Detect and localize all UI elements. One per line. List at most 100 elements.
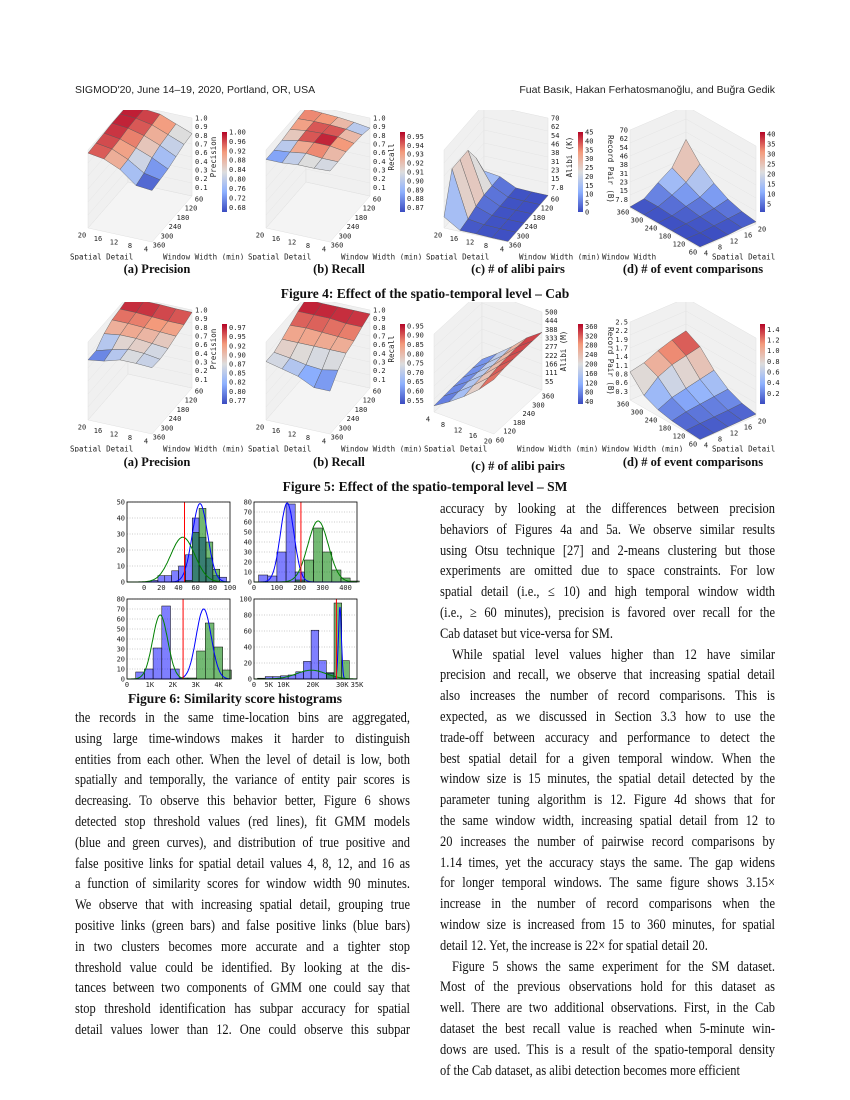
colorbar-tick-label: 1.0	[767, 347, 780, 355]
colorbar-tick-label: 30	[767, 151, 775, 159]
y-tick-label: 20	[117, 547, 125, 555]
window-width-tick-label: 60	[551, 196, 559, 204]
window-width-tick-label: 120	[185, 205, 198, 213]
fig4a-subcaption: (a) Precision	[123, 262, 191, 276]
colorbar-tick-label: 360	[585, 323, 598, 331]
z-tick-label: 0.7	[195, 333, 208, 341]
spatial-detail-tick-label: 4	[426, 416, 430, 424]
fig5-caption: Figure 5: Effect of the spatio-temporal …	[282, 479, 568, 494]
spatial-detail-tick-label: 4	[144, 246, 148, 254]
z-tick-label: 31	[551, 158, 559, 166]
colorbar-tick-label: 10	[585, 191, 593, 199]
colorbar-tick-label: 0.80	[229, 388, 246, 396]
y-tick-label: 50	[117, 499, 125, 507]
colorbar-tick-label: 0.92	[407, 160, 424, 168]
z-tick-label: 0.3	[195, 359, 208, 367]
paragraph-line: (i.e., ≥ 60 minutes), precision is favor…	[440, 604, 776, 621]
spatial-detail-axis-label: Spatial Detail	[712, 253, 775, 261]
surface-patch	[313, 158, 339, 172]
window-width-tick-label: 180	[659, 233, 672, 241]
window-width-tick-label: 180	[659, 425, 672, 433]
fig6-histogram-spatial-16: 0 20 40 60 80 100 0 5K 10K 20K 30K 35K	[239, 596, 364, 690]
window-width-tick-label: 60	[689, 249, 697, 257]
surface	[433, 332, 543, 407]
x-tick-label: 100	[271, 584, 284, 592]
colorbar	[760, 324, 765, 404]
colorbar-tick-label: 40	[767, 131, 775, 139]
z-tick-label: 1.0	[195, 115, 208, 123]
z-tick-label: 0.9	[373, 123, 386, 131]
paragraph-line: 20 increases the number of pairwise reco…	[440, 833, 776, 850]
spatial-detail-axis-label: Spatial Detail	[424, 445, 487, 453]
z-axis-label: Precision	[209, 137, 218, 178]
window-width-tick-label: 60	[373, 388, 381, 396]
z-tick-label: 0.3	[615, 388, 628, 396]
spatial-detail-tick-label: 12	[730, 430, 738, 438]
window-width-tick-label: 120	[541, 205, 554, 213]
spatial-detail-tick-label: 4	[144, 438, 148, 446]
paragraph-line: precision and recall, we observe that in…	[440, 667, 776, 684]
z-tick-label: 70	[620, 127, 628, 135]
y-tick-label: 30	[244, 549, 252, 557]
surface	[629, 138, 757, 248]
paragraph-line: detail 12. Yet, the increase is 22× for …	[440, 937, 708, 954]
window-width-tick-label: 240	[169, 223, 182, 231]
z-tick-label: 222	[545, 352, 558, 360]
surface-patch	[685, 232, 715, 248]
green-bar	[205, 622, 215, 680]
x-tick-label: 80	[209, 584, 217, 592]
running-header-authors: Fuat Basık, Hakan Ferhatosmanoğlu, and B…	[519, 84, 775, 96]
colorbar	[578, 132, 583, 212]
surface-patch	[491, 228, 517, 242]
colorbar-tick-label: 10	[767, 191, 775, 199]
paragraph-line: using Otsu technique [27] and 2-means cl…	[440, 542, 776, 559]
colorbar-tick-label: 15	[585, 182, 593, 190]
fig6-caption: Figure 6: Similarity score histograms	[128, 691, 342, 706]
green-bar	[304, 559, 314, 583]
colorbar-tick-label: 35	[767, 141, 775, 149]
window-width-tick-label: 180	[177, 214, 190, 222]
window-width-tick-label: 300	[532, 401, 545, 409]
colorbar-tick-label: 5	[767, 201, 771, 209]
spatial-detail-tick-label: 12	[288, 431, 296, 439]
fig4b-subcaption: (b) Recall	[313, 262, 365, 276]
x-tick-label: 0	[142, 584, 146, 592]
colorbar-tick-label: 0.68	[229, 204, 246, 212]
y-tick-label: 40	[244, 539, 252, 547]
window-width-tick-label: 240	[525, 223, 538, 231]
fig5c-subcaption: (c) # of alibi pairs	[471, 459, 565, 473]
z-tick-label: 0.3	[373, 167, 386, 175]
window-width-tick-label: 360	[617, 209, 630, 217]
x-tick-label: 100	[224, 584, 237, 592]
fig5d-subcaption: (d) # of event comparisons	[622, 455, 764, 469]
y-tick-label: 80	[244, 499, 252, 507]
gridline	[483, 129, 549, 145]
window-width-tick-label: 180	[355, 214, 368, 222]
fig6-histogram-spatial-4: 0 10 20 30 40 50 0 20 40 60 80 100	[117, 499, 237, 593]
y-tick-label: 20	[244, 660, 252, 668]
paragraph-line: window size is 15 minutes, the spatial d…	[440, 771, 776, 788]
colorbar-tick-label: 0.70	[407, 369, 424, 377]
colorbar-tick-label: 15	[767, 181, 775, 189]
z-tick-label: 0.7	[373, 141, 386, 149]
y-tick-label: 100	[239, 596, 252, 604]
z-tick-label: 0.1	[373, 184, 386, 192]
z-tick-label: 1.1	[615, 362, 628, 370]
spatial-detail-axis-label: Spatial Detail	[70, 445, 133, 453]
z-tick-label: 1.9	[615, 336, 628, 344]
colorbar-tick-label: 0.93	[407, 151, 424, 159]
z-axis-label: Alibi (M)	[559, 331, 568, 372]
z-tick-label: 0.6	[373, 149, 386, 157]
colorbar-tick-label: 0.6	[767, 369, 780, 377]
y-tick-label: 10	[117, 563, 125, 571]
colorbar-tick-label: 240	[585, 351, 598, 359]
x-tick-label: 400	[339, 584, 352, 592]
surface	[265, 110, 371, 172]
z-tick-label: 7.8	[551, 184, 564, 192]
gridline	[629, 144, 687, 170]
